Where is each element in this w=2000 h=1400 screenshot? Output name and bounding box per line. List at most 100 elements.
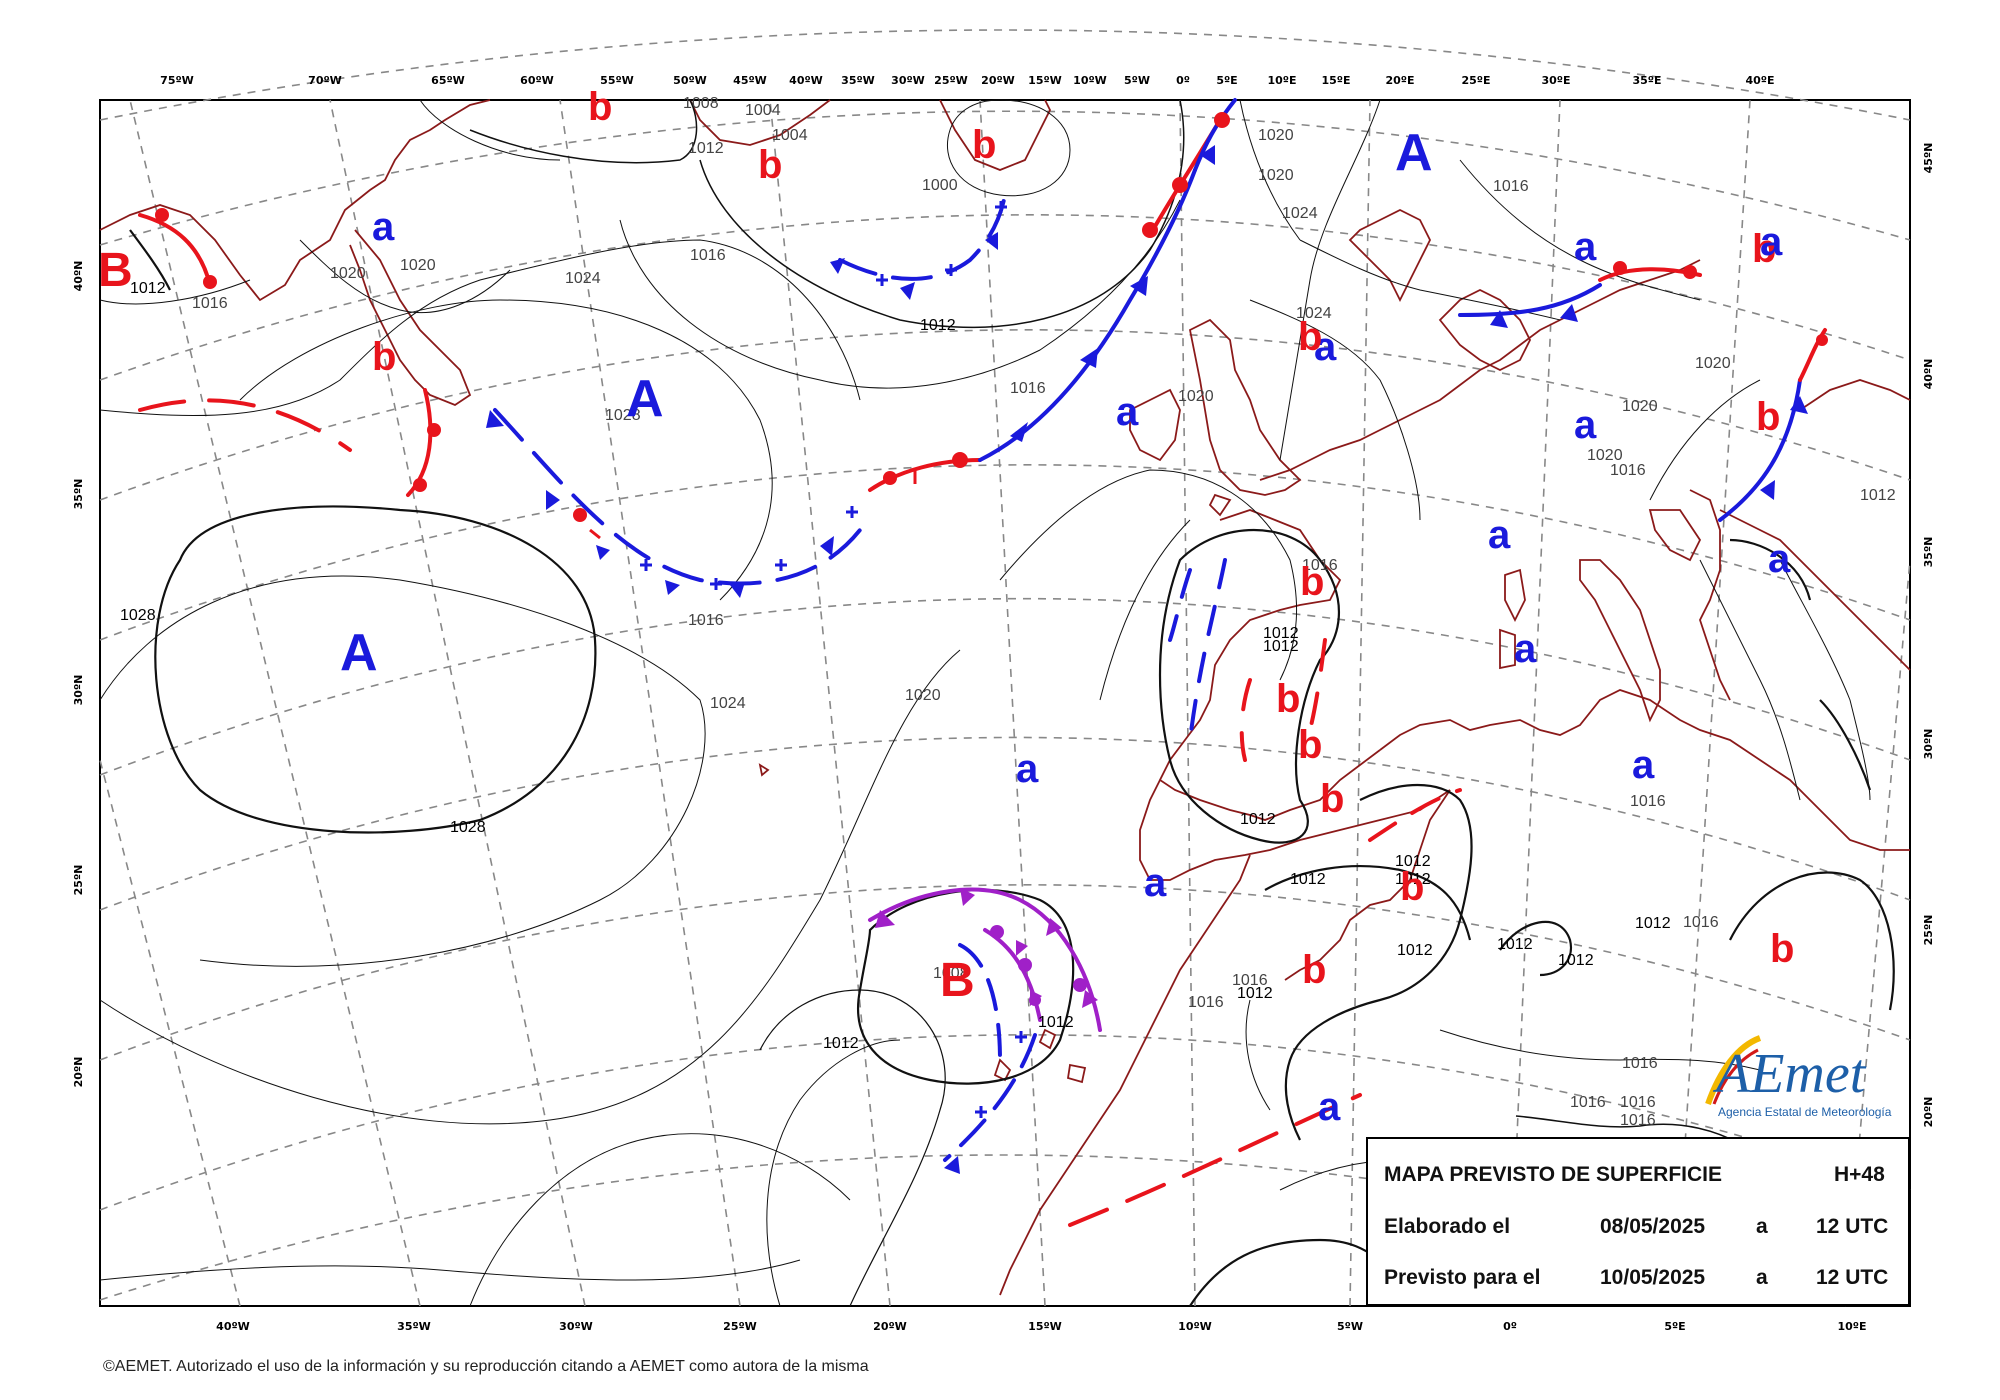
- copyright-notice: ©AEMET. Autorizado el uso de la informac…: [103, 1358, 869, 1375]
- pressure-system-low: b: [1302, 948, 1326, 992]
- logo-mark: AEmet: [1712, 1043, 1867, 1105]
- top-tick: 30ºW: [891, 74, 925, 87]
- top-tick: 0º: [1176, 74, 1190, 87]
- bottom-tick: 35ºW: [397, 1320, 431, 1333]
- pressure-system-low: B: [940, 954, 975, 1007]
- isobar-label: 1012: [1558, 952, 1594, 969]
- isobar-label: 1024: [1282, 205, 1318, 222]
- isobar-label: 1000: [922, 177, 958, 194]
- elaborated-label: Elaborado el: [1384, 1215, 1511, 1238]
- isobar-label: 1008: [683, 95, 719, 112]
- bottom-tick: 5ºE: [1664, 1320, 1685, 1333]
- front-symbols: [155, 112, 1828, 1174]
- isobar-label: 1028: [605, 407, 641, 424]
- fronts: [138, 98, 1827, 1227]
- isobar-label: 1008: [933, 965, 969, 982]
- pressure-system-high: a: [1116, 390, 1139, 434]
- pressure-system-high: A: [340, 624, 378, 682]
- pressure-system-high: a: [1632, 743, 1655, 787]
- top-tick: 60ºW: [520, 74, 554, 87]
- right-tick: 25ºN: [1922, 915, 1935, 946]
- pressure-system-low: b: [758, 143, 782, 187]
- isobar-label: 1004: [745, 102, 781, 119]
- top-tick: 30ºE: [1541, 74, 1570, 87]
- pressure-system-high: a: [1488, 513, 1511, 557]
- isobar-label: 1020: [1587, 447, 1623, 464]
- top-tick: 5ºW: [1124, 74, 1150, 87]
- bottom-tick: 5ºW: [1337, 1320, 1363, 1333]
- pressure-system-low: b: [588, 85, 612, 129]
- occluded-canary-inner: [983, 928, 1042, 1022]
- isobar-label: 1012: [1263, 638, 1299, 655]
- bottom-tick: 15ºW: [1028, 1320, 1062, 1333]
- pressure-system-high: A: [1395, 124, 1433, 182]
- aemet-logo: AEmet Agencia Estatal de Meteorología: [1680, 1020, 1910, 1130]
- bottom-tick: 30ºW: [559, 1320, 593, 1333]
- isobar-label: 1012: [1240, 811, 1276, 828]
- pressure-system-high: a: [1514, 627, 1537, 671]
- isobar-label: 1012: [130, 280, 166, 297]
- pressure-system-low: b: [372, 335, 396, 379]
- isobar-label: 1020: [330, 265, 366, 282]
- forecast-info-box: MAPA PREVISTO DE SUPERFICIE H+48 Elabora…: [1366, 1137, 1910, 1306]
- valid-time: 12 UTC: [1816, 1266, 1889, 1289]
- isobar-label: 1028: [120, 607, 156, 624]
- valid-label: Previsto para el: [1384, 1266, 1541, 1289]
- pressure-system-low: b: [1756, 395, 1780, 439]
- isobar-label: 1020: [1178, 388, 1214, 405]
- isobar-label: 1016: [1010, 380, 1046, 397]
- trough-iberia-red2: [1308, 638, 1327, 732]
- isobar-label: 1016: [1188, 994, 1224, 1011]
- right-tick: 45ºN: [1922, 143, 1935, 174]
- pressure-system-high: a: [1318, 1085, 1341, 1129]
- top-tick: 50ºW: [673, 74, 707, 87]
- isobar-label: 1016: [690, 247, 726, 264]
- isobar-label: 1016: [688, 612, 724, 629]
- pressure-system-high: a: [1574, 403, 1597, 447]
- isobar-label: 1016: [1620, 1094, 1656, 1111]
- axis-ticks: 75ºW 70ºW 65ºW 60ºW 55ºW 50ºW 45ºW 40ºW 35ºW 30ºW…: [72, 74, 1935, 1333]
- quasi-stationary-dashes: [138, 398, 352, 452]
- isobar-label: 1012: [1860, 487, 1896, 504]
- pressure-system-high: a: [1314, 325, 1337, 369]
- valid-date: 10/05/2025: [1600, 1266, 1706, 1289]
- cold-front-main: [978, 168, 1197, 462]
- isobar-label: 1016: [1232, 972, 1268, 989]
- pressure-system-high: a: [1016, 747, 1039, 791]
- left-tick: 30ºN: [72, 675, 85, 706]
- top-tick: 15ºW: [1028, 74, 1062, 87]
- isobar-label: 1016: [1493, 178, 1529, 195]
- bottom-tick: 25ºW: [723, 1320, 757, 1333]
- bottom-tick: 10ºE: [1837, 1320, 1866, 1333]
- isobar-label: 1004: [772, 127, 808, 144]
- isobar-label: 1012: [1395, 871, 1431, 888]
- pressure-system-low: B: [98, 244, 133, 297]
- isobar-label: 1020: [400, 257, 436, 274]
- isobar-label: 1016: [1622, 1055, 1658, 1072]
- pressure-system-low: b: [1298, 315, 1322, 359]
- pressure-system-high: a: [1144, 861, 1167, 905]
- isobar-label: 1012: [688, 140, 724, 157]
- pressure-system-low: b: [1400, 865, 1424, 909]
- pressure-system-high: a: [1768, 537, 1791, 581]
- isobar-label: 1012: [1497, 936, 1533, 953]
- pressure-system-high: a: [372, 205, 395, 249]
- top-tick: 40ºE: [1745, 74, 1774, 87]
- warm-front-west: [138, 213, 212, 287]
- elaborated-date: 08/05/2025: [1600, 1215, 1706, 1238]
- cold-front-canary: [958, 943, 1002, 1062]
- isobars: [99, 99, 1895, 1307]
- bottom-tick: 20ºW: [873, 1320, 907, 1333]
- occluded-iceland: [838, 193, 1007, 281]
- logo-swoosh-red: [1712, 1048, 1759, 1105]
- pressure-system-high: A: [626, 370, 664, 428]
- isobar-label: 1012: [1038, 1014, 1074, 1031]
- top-tick: 35ºE: [1632, 74, 1661, 87]
- logo-swoosh: [1705, 1035, 1762, 1105]
- occluded-canary: [868, 887, 1102, 1032]
- isobar-label: 1020: [1258, 167, 1294, 184]
- isobar-label: 1016: [192, 295, 228, 312]
- isobar-label: 1012: [1237, 985, 1273, 1002]
- left-tick: 20ºN: [72, 1057, 85, 1088]
- isobar-label: 1016: [1620, 1112, 1656, 1129]
